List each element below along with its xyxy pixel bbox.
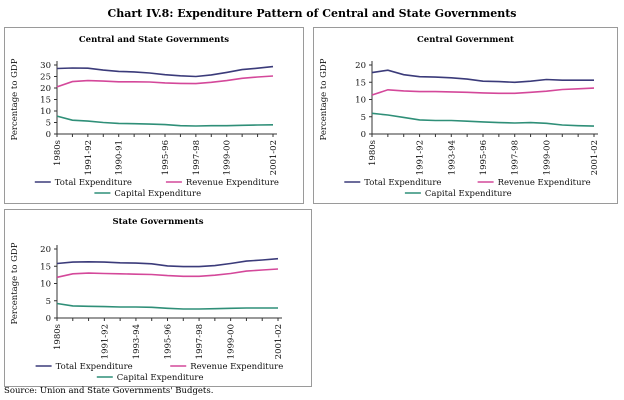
chart-title: Central and State Governments	[79, 35, 229, 45]
series-line-capital	[56, 115, 274, 127]
series-line-revenue	[371, 87, 595, 96]
y-tick-label: 20	[40, 245, 51, 255]
y-tick-label: 5	[46, 119, 51, 129]
chart-central-government: Central Government 0 5 10 15 20 Percentage to …	[319, 35, 600, 199]
series-line-revenue	[56, 75, 274, 88]
x-tick-label: 1980s	[368, 140, 378, 166]
x-tick-label: 2001-02	[590, 140, 600, 175]
x-tick-label: 1980s	[53, 324, 63, 350]
panel-central-and-state: Central and State Governments 0 5 10 15 20 25 3…	[4, 27, 304, 204]
x-tick-label: 1991-92	[100, 324, 110, 359]
y-axis-label: Percentage to GDP	[10, 58, 20, 140]
legend-label-total: Total Expenditure	[56, 362, 133, 372]
x-tick-label: 1995-96	[164, 324, 174, 359]
legend-label-total: Total Expenditure	[55, 178, 132, 188]
panel-state-governments: State Governments 0 5 10 15 20 Percentage to G…	[4, 209, 312, 387]
series-line-total	[56, 257, 279, 268]
x-tick-label: 1993-94	[132, 324, 142, 359]
x-tick-label: 1997-98	[195, 324, 205, 359]
y-tick-label: 5	[46, 297, 51, 307]
x-tick-label: 1980s	[53, 140, 63, 166]
x-tick-label: 1993-94	[447, 140, 457, 175]
y-tick-label: 15	[355, 78, 366, 88]
legend-label-capital: Capital Expenditure	[425, 189, 512, 199]
y-tick-label: 25	[40, 73, 51, 83]
x-tick-label: 2001-02	[269, 140, 279, 175]
legend-label-revenue: Revenue Expenditure	[190, 362, 283, 372]
series-line-revenue	[56, 268, 279, 279]
y-tick-label: 10	[355, 96, 366, 106]
legend-label-revenue: Revenue Expenditure	[186, 178, 279, 188]
y-tick-label: 15	[40, 262, 51, 272]
x-tick-label: 1991-92	[416, 140, 426, 175]
y-tick-label: 0	[46, 314, 51, 324]
series-line-capital	[371, 112, 595, 127]
legend-label-capital: Capital Expenditure	[114, 189, 201, 199]
series-line-total	[56, 65, 274, 78]
y-tick-label: 30	[40, 61, 51, 71]
y-tick-label: 10	[40, 280, 51, 290]
x-tick-label: 1995-96	[479, 140, 489, 175]
source-note: Source: Union and State Governments' Bud…	[4, 386, 214, 396]
legend-label-capital: Capital Expenditure	[117, 373, 204, 383]
y-tick-label: 20	[355, 61, 366, 71]
legend-label-revenue: Revenue Expenditure	[498, 178, 591, 188]
x-tick-label: 1999-00	[223, 140, 233, 175]
chart-title: State Governments	[112, 217, 203, 227]
x-tick-label: 1997-98	[511, 140, 521, 175]
x-tick-label: 1995-96	[161, 140, 171, 175]
x-tick-label: 1999-00	[542, 140, 552, 175]
x-tick-label: 1999-00	[227, 324, 237, 359]
y-tick-label: 0	[361, 130, 366, 140]
y-axis-label: Percentage to GDP	[319, 58, 329, 140]
x-tick-label: 1990-91	[115, 140, 125, 175]
y-tick-label: 20	[40, 84, 51, 94]
y-axis-label: Percentage to GDP	[10, 242, 20, 324]
x-tick-label: 1997-98	[192, 140, 202, 175]
x-tick-label: 1991-92	[84, 140, 94, 175]
chart-title: Central Government	[417, 35, 514, 45]
chart-state-governments: State Governments 0 5 10 15 20 Percentage to G…	[10, 217, 284, 383]
y-tick-label: 10	[40, 107, 51, 117]
legend-label-total: Total Expenditure	[364, 178, 441, 188]
series-line-capital	[56, 302, 278, 310]
y-tick-label: 5	[361, 113, 366, 123]
panel-central-government: Central Government 0 5 10 15 20 Percentage to …	[313, 27, 618, 204]
series-line-total	[371, 69, 594, 84]
y-tick-label: 0	[46, 130, 51, 140]
y-tick-label: 15	[40, 96, 51, 106]
x-tick-label: 2001-02	[274, 324, 284, 359]
chart-main-title: Chart IV.8: Expenditure Pattern of Centr…	[107, 7, 517, 20]
